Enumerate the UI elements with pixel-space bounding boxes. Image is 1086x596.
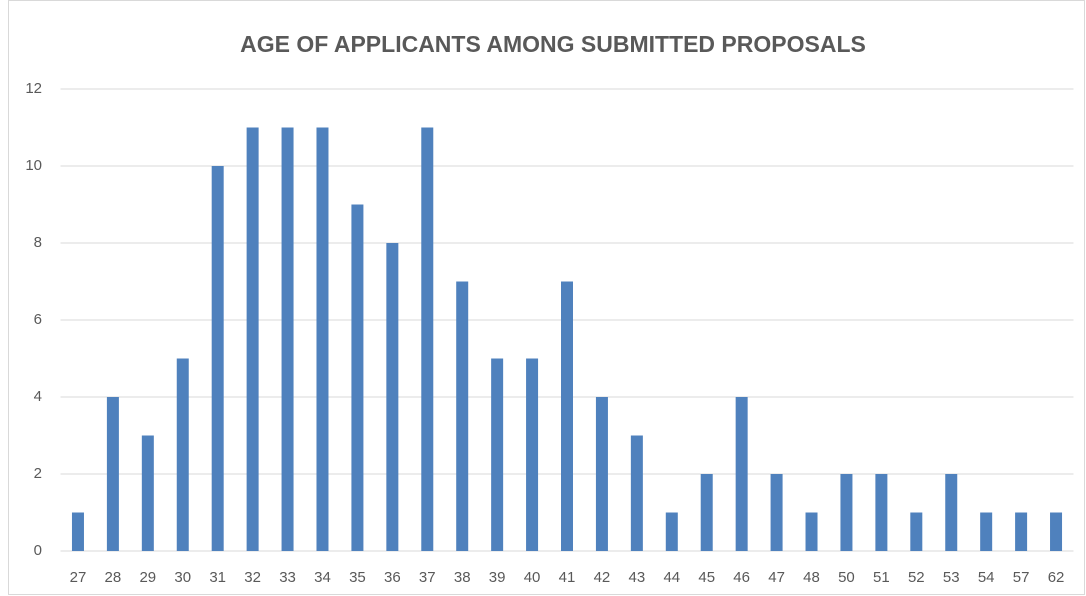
x-tick-label: 62 (1048, 569, 1065, 586)
x-tick-label: 47 (768, 569, 785, 586)
x-tick-label: 36 (384, 569, 401, 586)
x-tick-label: 43 (629, 569, 646, 586)
y-tick-label: 12 (25, 80, 42, 97)
x-tick-label: 27 (70, 569, 87, 586)
bar (316, 127, 329, 551)
bar (595, 397, 608, 551)
x-tick-label: 54 (978, 569, 995, 586)
x-tick-label: 32 (244, 569, 261, 586)
x-tick-label: 40 (524, 569, 541, 586)
bar (980, 512, 993, 551)
bar (910, 512, 923, 551)
bar (176, 358, 189, 551)
x-tick-label: 45 (698, 569, 715, 586)
bar (805, 512, 818, 551)
y-tick-label: 8 (34, 234, 42, 251)
x-tick-label: 39 (489, 569, 506, 586)
bar (421, 127, 434, 551)
bar (351, 204, 364, 551)
x-tick-label: 29 (139, 569, 156, 586)
bar (141, 435, 154, 551)
bar (526, 358, 539, 551)
x-tick-label: 48 (803, 569, 820, 586)
x-tick-label: 57 (1013, 569, 1030, 586)
bar (386, 243, 399, 551)
x-tick-label: 38 (454, 569, 471, 586)
bar (281, 127, 294, 551)
x-tick-label: 46 (733, 569, 750, 586)
bar (211, 166, 224, 551)
bar (770, 474, 783, 551)
bar (1050, 512, 1063, 551)
x-tick-label: 34 (314, 569, 331, 586)
y-tick-label: 2 (34, 465, 42, 482)
bar (561, 281, 573, 551)
bar (630, 435, 643, 551)
bar (735, 397, 748, 551)
bar (1015, 512, 1028, 551)
x-tick-label: 51 (873, 569, 890, 586)
x-tick-label: 28 (105, 569, 122, 586)
bar (106, 397, 119, 551)
x-tick-label: 52 (908, 569, 925, 586)
x-tick-label: 35 (349, 569, 366, 586)
bar (840, 474, 853, 551)
x-tick-label: 53 (943, 569, 960, 586)
x-tick-label: 44 (663, 569, 680, 586)
x-tick-label: 42 (594, 569, 611, 586)
chart-title: AGE OF APPLICANTS AMONG SUBMITTED PROPOS… (240, 31, 866, 57)
chart-frame (8, 0, 1085, 595)
x-tick-label: 41 (559, 569, 576, 586)
y-tick-label: 4 (34, 388, 42, 405)
y-tick-label: 0 (34, 542, 42, 559)
x-tick-label: 37 (419, 569, 436, 586)
x-tick-label: 30 (174, 569, 191, 586)
bar (700, 474, 713, 551)
bar (456, 281, 469, 551)
x-tick-label: 50 (838, 569, 855, 586)
x-tick-label: 31 (209, 569, 226, 586)
bar (875, 474, 888, 551)
bar (246, 127, 259, 551)
y-tick-label: 6 (34, 311, 42, 328)
x-tick-label: 33 (279, 569, 296, 586)
bar (665, 512, 678, 551)
bar (491, 358, 504, 551)
y-tick-label: 10 (25, 157, 42, 174)
bar (71, 512, 84, 551)
bar (945, 474, 958, 551)
